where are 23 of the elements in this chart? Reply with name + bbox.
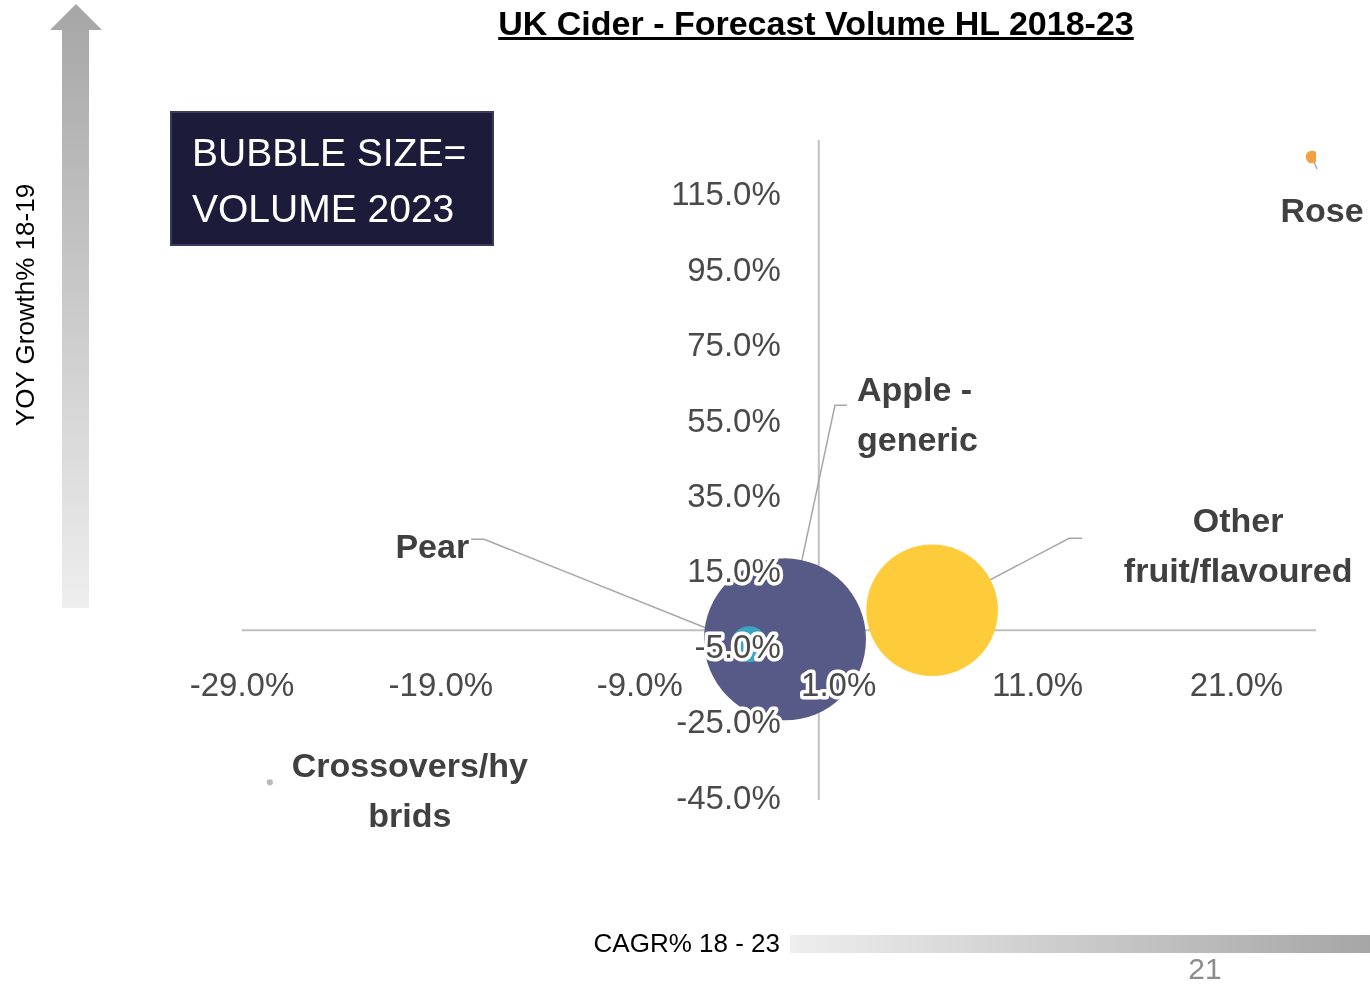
y-tick-label: 95.0%	[687, 250, 781, 288]
series-label: Rose	[1279, 189, 1365, 231]
x-tick-label: 21.0%	[1189, 666, 1284, 703]
series-label: Crossovers/hybrids	[290, 745, 529, 837]
x-tick-label: -29.0%	[189, 666, 295, 703]
text: Apple - generic	[856, 369, 979, 461]
x-tick-label: -19.0%	[388, 666, 494, 703]
y-tick-label: 55.0%	[687, 401, 781, 439]
y-tick-label: -5.0%	[694, 627, 781, 665]
text: Other fruit/flavoured	[1122, 500, 1354, 592]
chart-title: UK Cider - Forecast Volume HL 2018-23	[497, 4, 1135, 43]
text: 21	[1187, 952, 1223, 986]
y-tick-label: -25.0%	[676, 703, 781, 741]
text: Pear	[394, 526, 470, 568]
x-tick-label: 11.0%	[991, 666, 1084, 703]
y-tick-label: 75.0%	[687, 326, 781, 364]
y-tick-label: -45.0%	[676, 778, 781, 816]
y-tick-label: 35.0%	[687, 477, 781, 514]
x-axis-title: CAGR% 18 - 23	[593, 928, 780, 959]
x-tick-label: -9.0%	[596, 666, 683, 703]
text: YOY Growth% 18-19	[9, 183, 41, 427]
annotation: BUBBLE SIZE= VOLUME 2023	[170, 111, 494, 246]
y-tick-label: 115.0%	[671, 175, 781, 213]
